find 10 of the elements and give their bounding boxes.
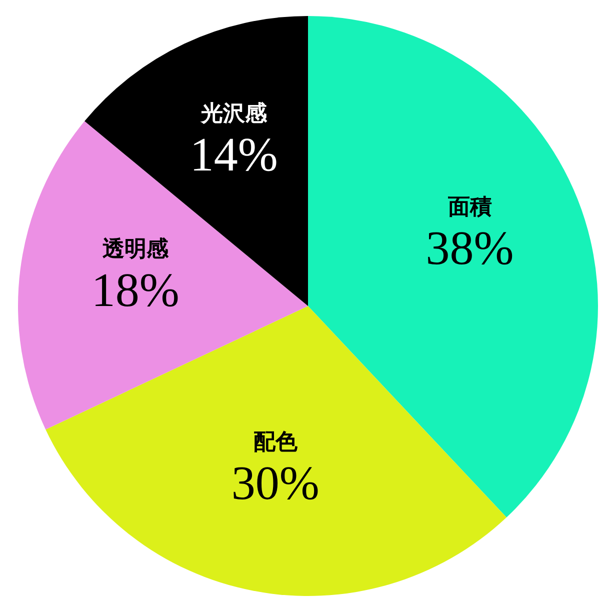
slice-label: 配色 (253, 430, 298, 455)
slice-label: 光沢感 (200, 102, 268, 127)
data-label: 30% (231, 456, 320, 510)
slice-label: 面積 (446, 194, 492, 220)
pie-slice (84, 16, 308, 306)
data-label: 14% (190, 128, 278, 182)
pie-slice (46, 306, 507, 596)
data-label: 18% (91, 264, 180, 318)
slice-label: 透明感 (102, 237, 170, 262)
data-label: 38% (426, 222, 514, 275)
